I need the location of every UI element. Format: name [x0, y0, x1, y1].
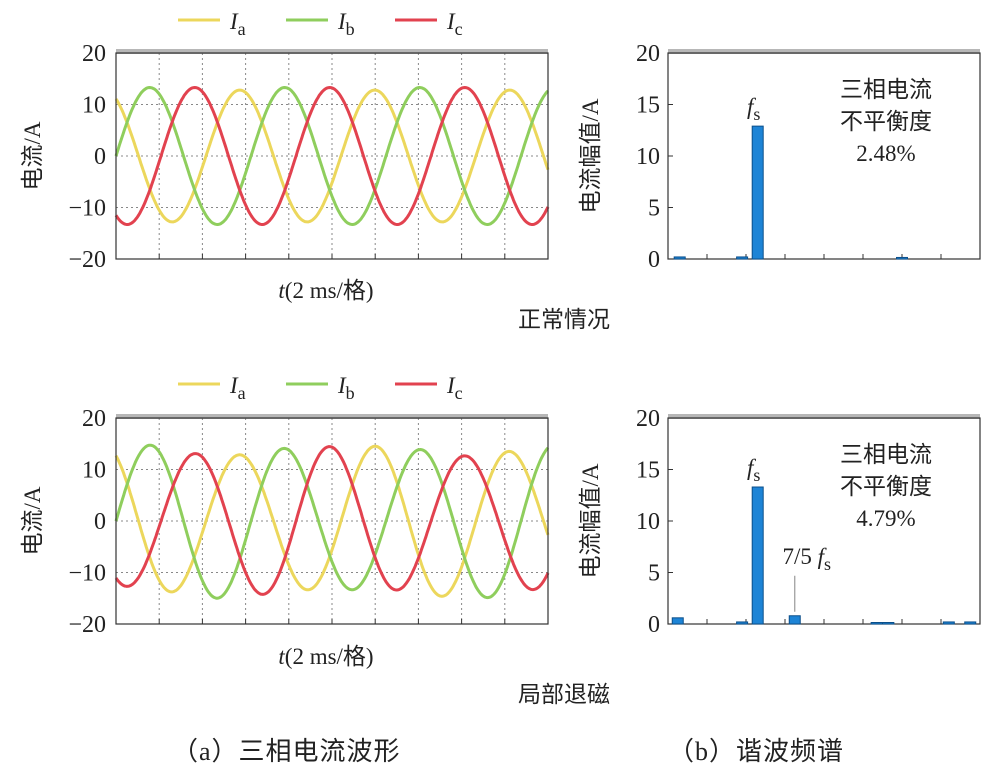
spectrum-bar [882, 622, 895, 625]
spectrum-bar [751, 125, 764, 260]
plot-top-band [668, 414, 980, 419]
plot-top-band [668, 49, 980, 54]
spectrum-bar [736, 256, 749, 260]
chart-title: 正常情况 [518, 307, 610, 332]
legend-label-Ic: Ic [446, 9, 463, 39]
spectrum-bar [964, 621, 977, 625]
y-tick-label: 0 [94, 509, 106, 535]
series-line-Ic [114, 86, 550, 226]
y-tick-label: 20 [636, 406, 660, 432]
y-tick-label: 10 [636, 144, 660, 170]
series-line-Ib [114, 86, 550, 226]
plot-top-band [116, 414, 548, 419]
y-tick-label: 20 [82, 41, 106, 67]
y-tick-label: −10 [68, 561, 106, 587]
legend-label-Ib: Ib [337, 9, 355, 39]
spectrum-bar [671, 617, 684, 625]
y-tick-label: 10 [82, 458, 106, 484]
y-tick-label: 5 [648, 561, 660, 587]
y-tick-label: 20 [636, 41, 660, 67]
y-axis-label: 电流/A [20, 121, 45, 190]
annotation-line: 三相电流 [840, 442, 932, 467]
waveform-chart-demag: 20 10 0 −10 −20 电流/A t(2 ms/格) 局部退磁 Ia Ib Ic [20, 373, 610, 707]
legend-label-Ic: Ic [446, 373, 463, 403]
caption-a: （a）三相电流波形 [172, 737, 401, 766]
annotation-line: 三相电流 [840, 77, 932, 102]
y-tick-label: 10 [82, 93, 106, 119]
bar-label: 7/5 fs [782, 544, 831, 574]
chart-title: 局部退磁 [518, 682, 610, 707]
spectrum-bar [896, 256, 908, 260]
annotation-line: 2.48% [856, 141, 915, 166]
y-axis-label: 电流幅值/A [578, 463, 603, 578]
plot-frame [667, 52, 981, 260]
legend-label-Ib: Ib [337, 373, 355, 403]
y-tick-label: −20 [68, 612, 106, 638]
legend-label-Ia: Ia [229, 373, 246, 403]
spectrum-bar [751, 486, 764, 625]
plot-top-band [116, 49, 548, 54]
y-tick-label: 15 [636, 458, 660, 484]
spectrum-bar [870, 622, 883, 625]
y-tick-label: 5 [648, 196, 660, 222]
bar-label: fs [747, 94, 760, 124]
y-tick-label: 15 [636, 93, 660, 119]
spectrum-bar [942, 621, 955, 625]
annotation-line: 不平衡度 [840, 474, 932, 499]
series-line-Ib [114, 443, 550, 600]
y-axis-label: 电流幅值/A [578, 98, 603, 213]
x-axis-label: t(2 ms/格) [278, 644, 373, 669]
y-tick-label: 0 [648, 612, 660, 638]
annotation-line: 4.79% [856, 506, 915, 531]
bar-label: fs [747, 455, 760, 485]
y-axis-label: 电流/A [20, 486, 45, 555]
y-tick-label: 20 [82, 406, 106, 432]
y-tick-label: 0 [648, 247, 660, 273]
legend-label-Ia: Ia [229, 9, 246, 39]
waveform-chart-normal: 20 10 0 −10 −20 电流/A t(2 ms/格) 正常情况 Ia Ib Ic [20, 9, 610, 332]
caption-b: （b）谐波频谱 [668, 737, 845, 766]
y-tick-label: 10 [636, 509, 660, 535]
y-tick-label: −20 [68, 247, 106, 273]
annotation-line: 不平衡度 [840, 109, 932, 134]
series-line-Ia [114, 88, 550, 224]
spectrum-bar [736, 621, 749, 625]
series-line-Ic [114, 445, 550, 596]
y-tick-label: 0 [94, 144, 106, 170]
x-axis-label: t(2 ms/格) [278, 278, 373, 303]
y-tick-label: −10 [68, 196, 106, 222]
spectrum-bar [788, 615, 801, 625]
plot-frame [667, 417, 981, 625]
series-line-Ia [114, 444, 550, 598]
spectrum-bar [673, 256, 686, 260]
